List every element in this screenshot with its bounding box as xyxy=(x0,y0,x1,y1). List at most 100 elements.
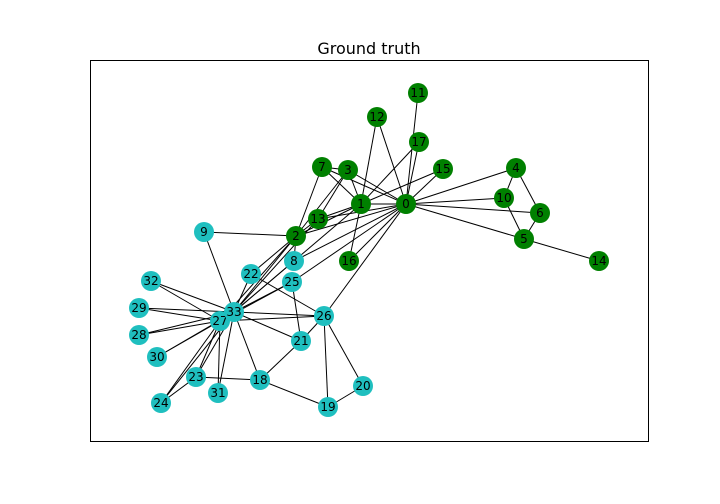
node-label: 4 xyxy=(512,161,520,175)
edge-31-33 xyxy=(217,311,235,394)
edge-2-3 xyxy=(295,169,349,237)
node-circle xyxy=(151,393,171,413)
node-label: 7 xyxy=(318,160,326,174)
node-26: 26 xyxy=(314,306,334,326)
node-circle xyxy=(589,251,609,271)
edge-9-33 xyxy=(203,231,235,313)
node-19: 19 xyxy=(318,397,338,417)
node-8: 8 xyxy=(284,251,304,271)
node-label: 20 xyxy=(355,379,370,393)
figure-title: Ground truth xyxy=(317,39,420,58)
edge-23-27 xyxy=(195,320,221,378)
node-2: 2 xyxy=(286,226,306,246)
node-28: 28 xyxy=(129,325,149,345)
node-circle xyxy=(494,188,514,208)
node-circle xyxy=(312,157,332,177)
node-22: 22 xyxy=(241,264,261,284)
edge-18-19 xyxy=(259,379,329,408)
node-20: 20 xyxy=(353,376,373,396)
node-label: 30 xyxy=(149,350,164,364)
node-circle xyxy=(396,194,416,214)
node-label: 8 xyxy=(290,254,298,268)
node-label: 17 xyxy=(411,135,426,149)
node-14: 14 xyxy=(589,251,609,271)
node-9: 9 xyxy=(194,222,214,242)
node-label: 29 xyxy=(131,301,146,315)
node-label: 10 xyxy=(496,191,511,205)
edge-2-9 xyxy=(203,231,297,237)
node-label: 2 xyxy=(292,229,300,243)
edge-19-26 xyxy=(323,315,329,408)
node-circle xyxy=(141,271,161,291)
node-21: 21 xyxy=(291,331,311,351)
node-circle xyxy=(314,306,334,326)
node-circle xyxy=(409,132,429,152)
node-label: 3 xyxy=(344,163,352,177)
node-17: 17 xyxy=(409,132,429,152)
node-label: 25 xyxy=(284,275,299,289)
node-label: 5 xyxy=(520,232,528,246)
node-circle xyxy=(433,159,453,179)
node-label: 14 xyxy=(591,254,606,268)
edge-0-4 xyxy=(405,167,517,205)
edge-8-33 xyxy=(233,260,295,313)
node-circle xyxy=(530,203,550,223)
edge-0-8 xyxy=(293,203,407,262)
node-circle xyxy=(147,347,167,367)
node-label: 24 xyxy=(153,396,168,410)
node-label: 32 xyxy=(143,274,158,288)
edge-0-17 xyxy=(405,141,420,205)
edge-0-26 xyxy=(323,203,407,317)
node-circle xyxy=(367,107,387,127)
edge-2-33 xyxy=(233,235,297,313)
node-circle xyxy=(250,370,270,390)
node-label: 27 xyxy=(212,314,227,328)
node-label: 9 xyxy=(200,225,208,239)
node-circle xyxy=(129,298,149,318)
edge-0-12 xyxy=(376,116,407,205)
node-label: 1 xyxy=(357,197,365,211)
node-label: 6 xyxy=(536,206,544,220)
node-6: 6 xyxy=(530,203,550,223)
node-label: 23 xyxy=(188,370,203,384)
edge-layer xyxy=(138,92,600,408)
edge-32-33 xyxy=(150,280,235,313)
edge-27-28 xyxy=(138,320,221,336)
node-circle xyxy=(408,83,428,103)
node-circle xyxy=(514,229,534,249)
node-3: 3 xyxy=(338,160,358,180)
node-label: 26 xyxy=(316,309,331,323)
node-circle xyxy=(291,331,311,351)
node-circle xyxy=(353,376,373,396)
node-circle xyxy=(282,272,302,292)
node-circle xyxy=(338,160,358,180)
node-label: 11 xyxy=(410,86,425,100)
node-label: 22 xyxy=(243,267,258,281)
node-label: 13 xyxy=(310,212,325,226)
node-0: 0 xyxy=(396,194,416,214)
node-circle xyxy=(308,209,328,229)
node-29: 29 xyxy=(129,298,149,318)
node-30: 30 xyxy=(147,347,167,367)
edge-2-7 xyxy=(295,166,323,237)
node-circle xyxy=(241,264,261,284)
node-33: 33 xyxy=(224,302,244,322)
node-circle xyxy=(186,367,206,387)
node-label: 12 xyxy=(369,110,384,124)
edge-1-17 xyxy=(360,141,420,205)
node-circle xyxy=(208,383,228,403)
node-label: 21 xyxy=(293,334,308,348)
edge-0-2 xyxy=(295,203,407,237)
node-label: 31 xyxy=(210,386,225,400)
node-31: 31 xyxy=(208,383,228,403)
edge-22-26 xyxy=(250,273,325,317)
node-5: 5 xyxy=(514,229,534,249)
edge-27-31 xyxy=(217,320,221,394)
node-circle xyxy=(224,302,244,322)
node-24: 24 xyxy=(151,393,171,413)
node-label: 33 xyxy=(226,305,241,319)
edge-0-25 xyxy=(291,203,407,283)
edge-21-33 xyxy=(233,311,302,342)
edge-1-15 xyxy=(360,168,444,205)
